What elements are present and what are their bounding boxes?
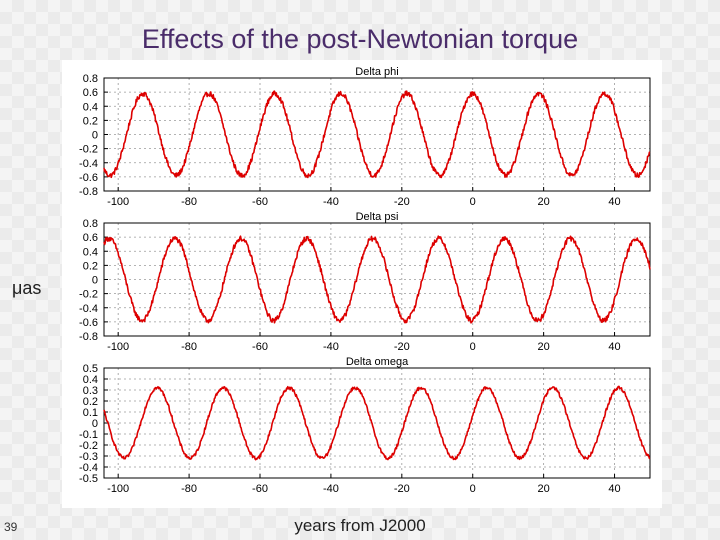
x-tick-label: 20 [538,196,550,208]
y-tick-label: 0.6 [83,87,98,99]
series-line-delta-omega [103,385,651,461]
panel-title: Delta phi [355,66,398,78]
y-tick-label: 0 [92,418,98,430]
y-tick-label: -0.6 [79,317,98,329]
y-tick-label: -0.2 [79,289,98,301]
y-tick-label: 0.2 [83,115,98,127]
plot-frame [103,222,651,337]
slide-title: Effects of the post-Newtonian torque [141,24,579,54]
y-tick-label: 0.4 [83,374,98,386]
y-tick-label: -0.4 [79,462,98,474]
y-tick-label: 0.5 [83,363,98,375]
y-tick-label: -0.8 [79,331,98,343]
x-tick-label: 0 [470,341,476,353]
x-tick-label: -100 [107,483,129,495]
x-tick-label: -100 [107,341,129,353]
y-tick-label: 0 [92,130,98,142]
x-tick-label: -20 [394,341,410,353]
y-tick-label: 0.8 [83,218,98,230]
y-tick-label: 0 [92,275,98,287]
y-tick-label: 0.3 [83,385,98,397]
x-tick-label: -60 [252,196,268,208]
y-tick-label: 0.1 [83,407,98,419]
y-tick-label: -0.4 [79,303,98,315]
x-axis-label: years from J2000 [294,516,426,535]
x-tick-label: -80 [181,483,197,495]
x-tick-label: 0 [470,483,476,495]
chart-figure: -100 -80 -60 -40 -20 0 20 40 0.8 0.6 0.4 0.2 0 -0.2 -0… [62,60,662,508]
x-tick-label: 0 [470,196,476,208]
x-tick-label: -80 [181,196,197,208]
y-tick-label: -0.2 [79,144,98,156]
x-tick-label: -100 [107,196,129,208]
y-tick-label: -0.8 [79,186,98,198]
x-tick-label: -40 [323,341,339,353]
x-tick-label: -80 [181,341,197,353]
y-tick-label: 0.4 [83,101,98,113]
x-tick-label: -40 [323,483,339,495]
x-tick-label: 20 [538,341,550,353]
plot-frame [103,77,651,192]
x-tick-label: -60 [252,483,268,495]
y-tick-label: -0.1 [79,429,98,441]
x-tick-label: -20 [394,483,410,495]
y-tick-label: 0.2 [83,260,98,272]
y-tick-label: -0.3 [79,451,98,463]
y-tick-label: -0.6 [79,172,98,184]
x-tick-label: 40 [608,483,620,495]
series-line-delta-phi [103,90,651,179]
plot-frame [103,367,651,479]
panel-title: Delta psi [356,211,399,223]
panel-title: Delta omega [346,356,409,368]
x-tick-label: -40 [323,196,339,208]
y-tick-label: 0.8 [83,73,98,85]
x-tick-label: -60 [252,341,268,353]
x-tick-label: -20 [394,196,410,208]
y-unit-label: μas [12,278,42,298]
x-tick-label: 40 [608,341,620,353]
y-tick-label: 0.4 [83,246,98,258]
y-tick-label: -0.4 [79,158,98,170]
y-tick-label: -0.5 [79,473,98,485]
series-line-delta-psi [103,235,651,324]
x-tick-label: 20 [538,483,550,495]
y-tick-label: 0.2 [83,396,98,408]
x-tick-label: 40 [608,196,620,208]
slide-number: 39 [4,520,18,534]
y-tick-label: 0.6 [83,232,98,244]
y-tick-label: -0.2 [79,440,98,452]
chart-svg: -100 -80 -60 -40 -20 0 20 400.80.60.40.20-0.2-0… [79,66,651,495]
